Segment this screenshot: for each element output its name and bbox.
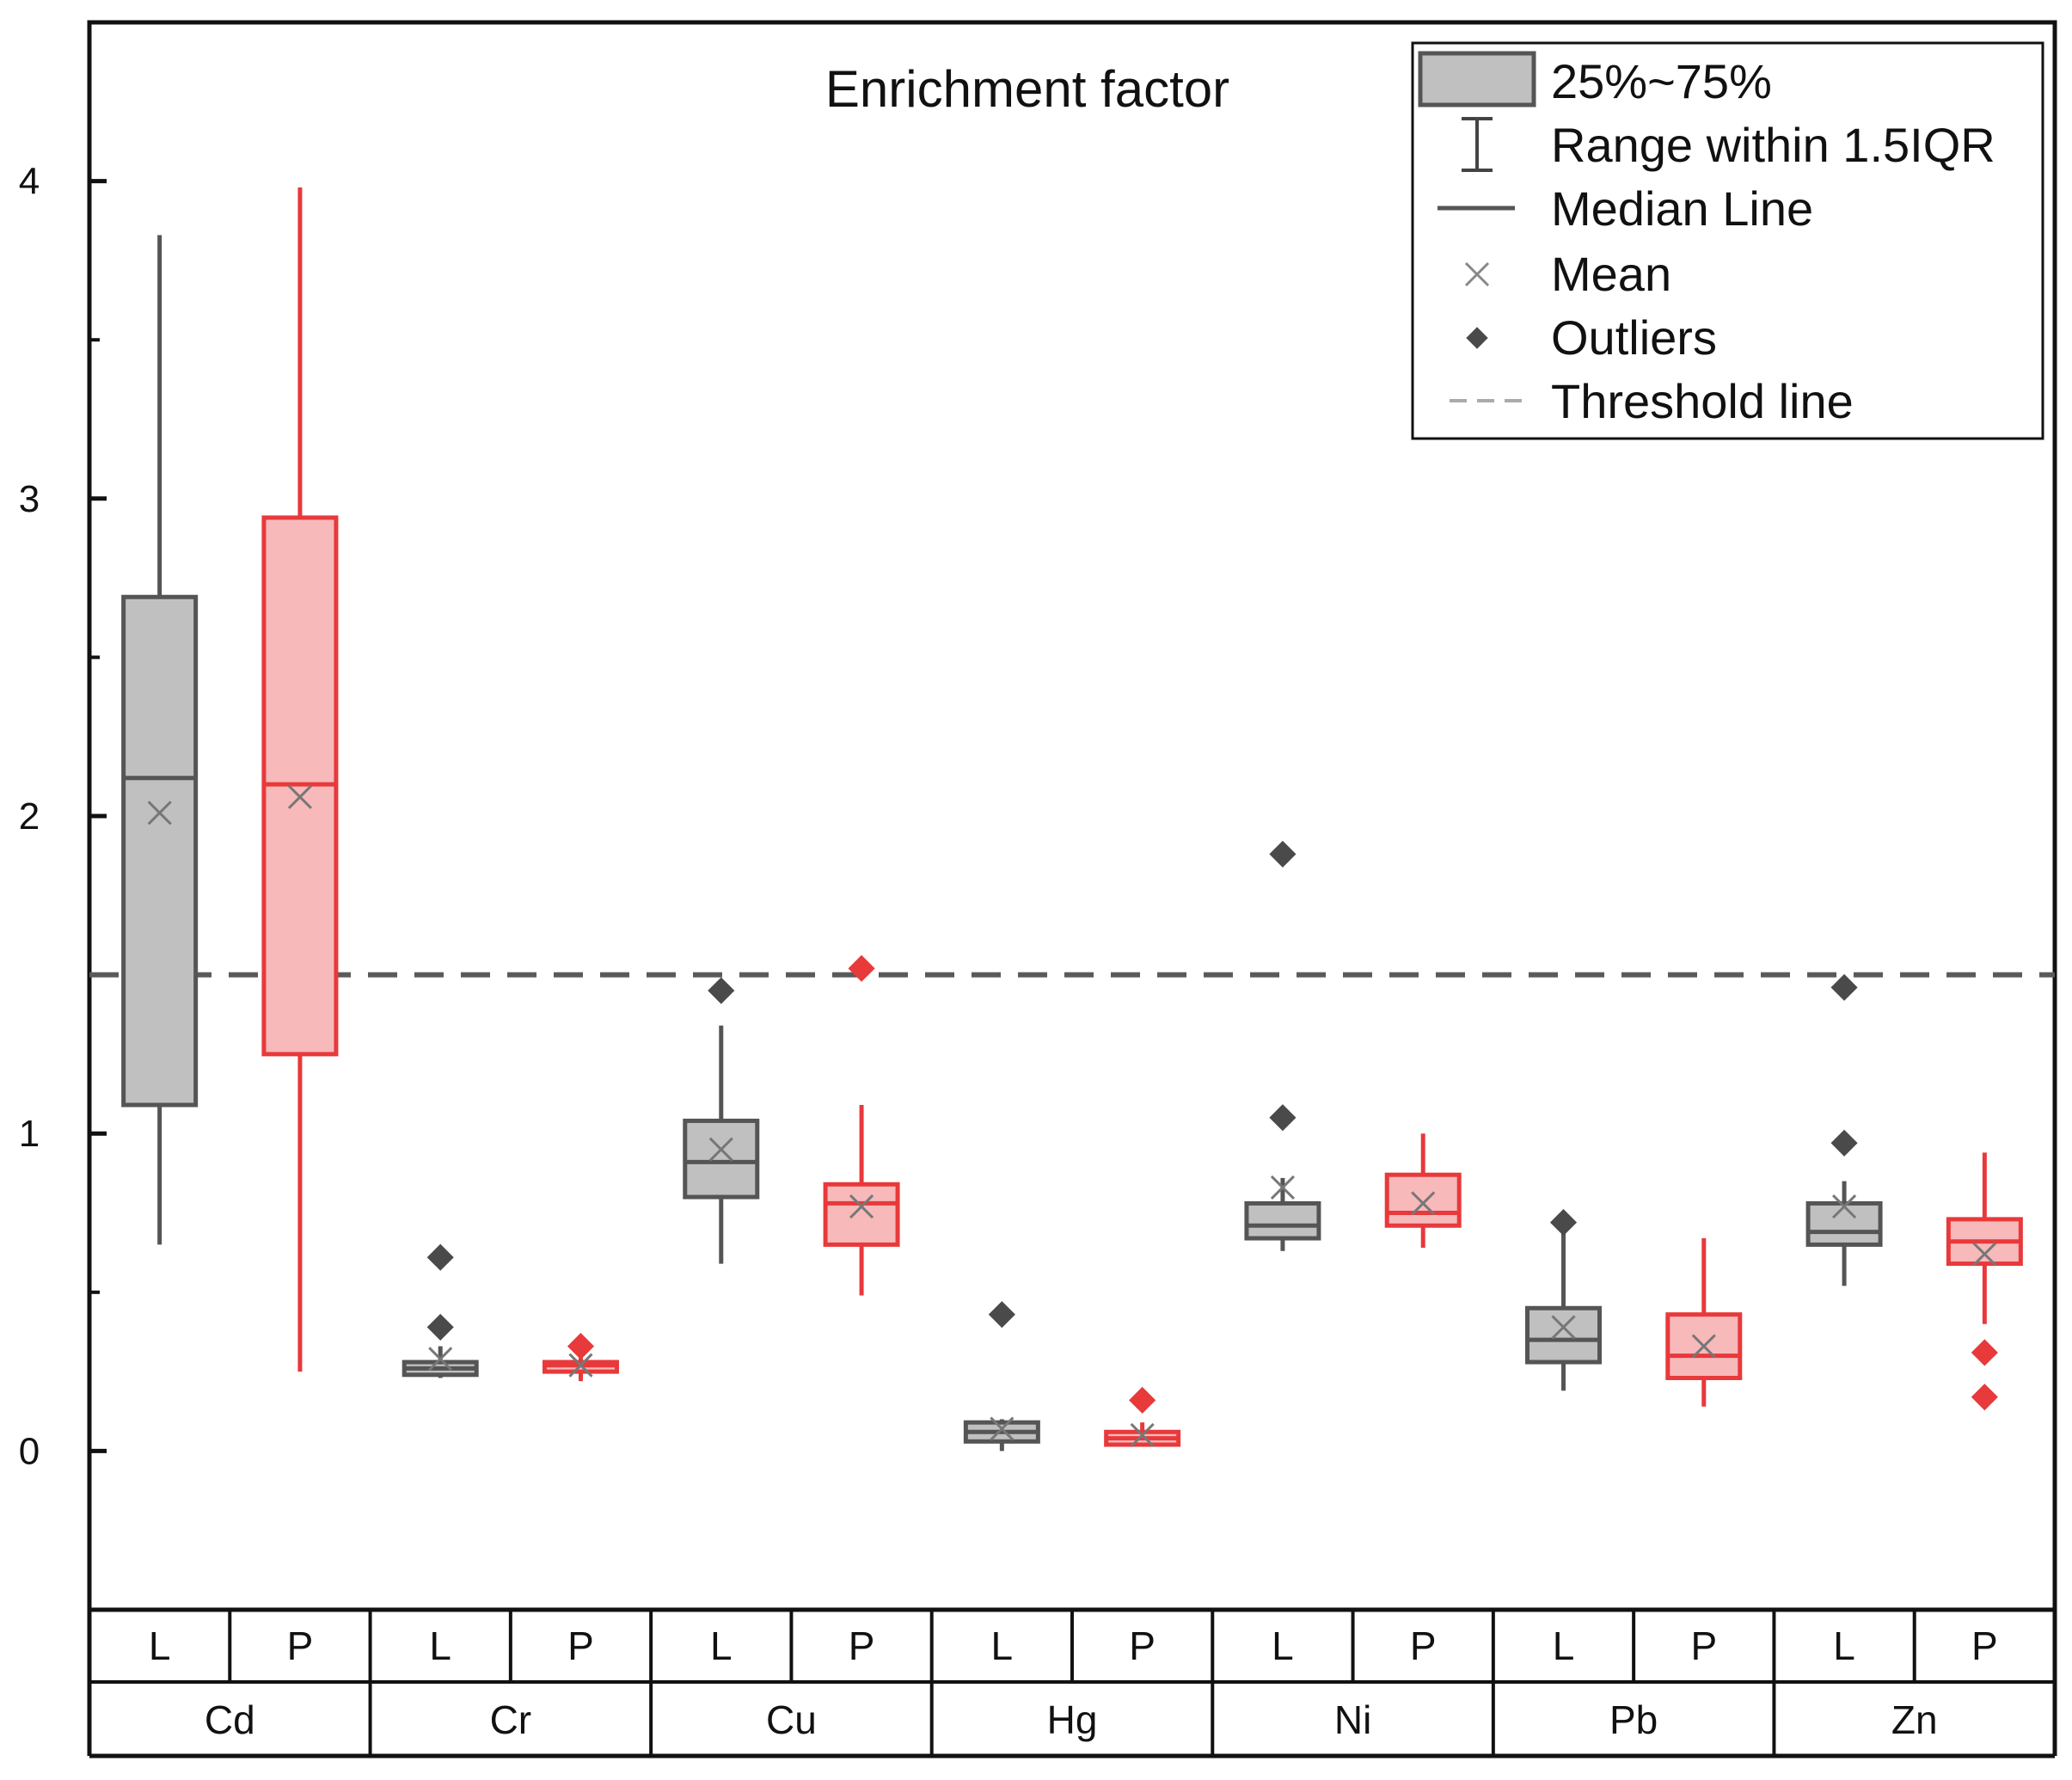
element-label: Cu <box>766 1697 817 1742</box>
box-pb-l <box>1525 1209 1602 1391</box>
y-tick-label: 4 <box>19 161 40 203</box>
iqr-box <box>1384 1172 1462 1228</box>
outlier-point <box>1830 1129 1858 1157</box>
mean-marker <box>990 1416 1015 1441</box>
legend-threshold-label: Threshold line <box>1551 374 1854 428</box>
mean-marker <box>1551 1315 1576 1340</box>
mean-marker <box>1691 1334 1716 1359</box>
element-label: Zn <box>1891 1697 1938 1742</box>
legend-median-label: Median Line <box>1551 181 1813 236</box>
boxes-layer <box>121 187 2023 1452</box>
box-zn-p <box>1946 1152 2023 1411</box>
group-label: L <box>429 1623 451 1668</box>
element-label: Pb <box>1609 1697 1658 1742</box>
iqr-box <box>121 594 199 1108</box>
box-hg-p <box>1104 1386 1181 1448</box>
group-label: P <box>287 1623 314 1668</box>
box-cu-l <box>683 977 760 1264</box>
outlier-point <box>426 1313 454 1341</box>
group-label: L <box>710 1623 733 1668</box>
box-ni-p <box>1384 1133 1462 1249</box>
box-ni-l <box>1244 840 1321 1251</box>
y-tick-label: 2 <box>19 795 40 838</box>
mean-marker <box>1270 1175 1295 1200</box>
mean-marker <box>1130 1422 1155 1448</box>
group-label: L <box>991 1623 1014 1668</box>
legend: 25%~75% Range within 1.5IQR Median Line … <box>1411 41 2044 440</box>
outlier-point <box>1129 1386 1156 1414</box>
group-label: L <box>1272 1623 1294 1668</box>
iqr-box <box>683 1118 760 1200</box>
mean-marker <box>568 1353 593 1378</box>
group-label: P <box>1971 1623 1998 1668</box>
mean-marker <box>1832 1194 1857 1219</box>
legend-frame <box>1411 41 2044 440</box>
legend-box-swatch <box>1418 51 1536 107</box>
mean-marker <box>428 1347 453 1372</box>
element-label: Ni <box>1334 1697 1371 1742</box>
iqr-box <box>1244 1200 1321 1241</box>
category-labels: L P L P L P L P L P L P L P Cd Cr Cu Hg Ni Pb Zn <box>149 1610 1998 1756</box>
iqr-box <box>823 1182 900 1247</box>
group-label: P <box>1690 1623 1717 1668</box>
box-cu-p <box>823 954 900 1296</box>
group-label: P <box>1129 1623 1156 1668</box>
mean-marker <box>849 1194 874 1219</box>
outlier-point <box>988 1301 1015 1329</box>
mean-marker <box>1972 1242 1997 1267</box>
legend-mean-label: Mean <box>1551 247 1671 301</box>
box-pb-p <box>1665 1238 1743 1407</box>
group-label: L <box>149 1623 171 1668</box>
group-label: L <box>1833 1623 1855 1668</box>
iqr-box <box>1805 1200 1883 1247</box>
y-tick-label: 0 <box>19 1430 40 1472</box>
outlier-point <box>1971 1339 1998 1366</box>
mean-marker <box>287 784 312 809</box>
y-tick-label: 3 <box>19 478 40 520</box>
legend-mean-icon <box>1464 261 1490 287</box>
outlier-point <box>848 954 875 982</box>
outlier-point <box>1971 1384 1998 1411</box>
box-hg-l <box>963 1301 1040 1452</box>
group-label: P <box>567 1623 594 1668</box>
legend-range-label: Range within 1.5IQR <box>1551 118 1995 172</box>
outlier-point <box>708 977 735 1004</box>
box-cd-p <box>261 187 339 1372</box>
group-label: P <box>849 1623 875 1668</box>
chart-title: Enrichment factor <box>825 60 1229 118</box>
group-label: L <box>1553 1623 1575 1668</box>
box-zn-l <box>1805 973 1883 1286</box>
mean-marker <box>147 801 172 826</box>
element-label: Cd <box>205 1697 255 1742</box>
box-cr-l <box>402 1243 479 1378</box>
box-cd-l <box>121 235 199 1245</box>
y-axis: 0 1 2 3 4 <box>19 21 107 1611</box>
outlier-point <box>1269 840 1297 868</box>
y-tick-label: 1 <box>19 1113 40 1155</box>
iqr-box <box>1525 1305 1602 1365</box>
legend-outlier-label: Outliers <box>1551 310 1717 365</box>
outlier-point <box>1549 1209 1578 1237</box>
outlier-point <box>1830 973 1858 1001</box>
element-label: Hg <box>1047 1697 1098 1742</box>
outlier-point <box>426 1243 454 1271</box>
mean-marker <box>1411 1191 1436 1216</box>
legend-box-label: 25%~75% <box>1551 54 1772 108</box>
legend-range-icon <box>1462 117 1493 172</box>
group-label: P <box>1410 1623 1437 1668</box>
mean-marker <box>708 1137 733 1162</box>
element-label: Cr <box>490 1697 532 1742</box>
outlier-point <box>1269 1104 1297 1132</box>
box-cr-p <box>543 1333 619 1382</box>
